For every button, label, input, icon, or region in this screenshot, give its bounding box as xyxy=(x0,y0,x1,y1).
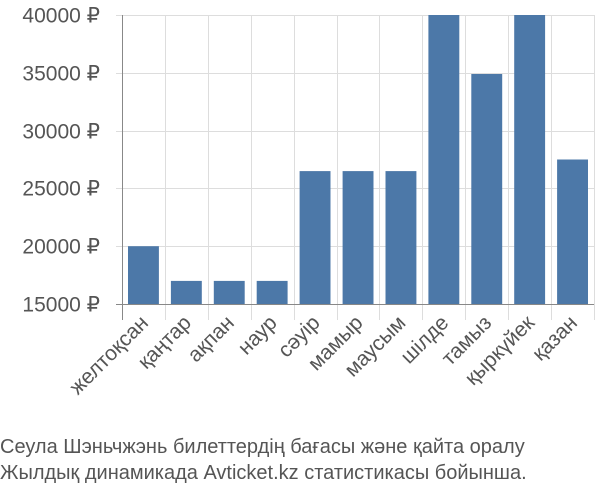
y-tick-label: 15000 ₽ xyxy=(22,294,100,317)
bar-5 xyxy=(342,171,374,304)
x-tick-label: наур xyxy=(234,311,282,359)
bar-8 xyxy=(471,74,503,304)
x-tick-label: қазан xyxy=(528,311,582,365)
y-tick-label: 20000 ₽ xyxy=(22,236,100,259)
x-tick-label: ақпан xyxy=(183,311,239,367)
bar-4 xyxy=(299,171,331,304)
y-tick-labels: 15000 ₽ 20000 ₽ 25000 ₽ 30000 ₽ 35000 ₽ 40000… xyxy=(22,5,100,317)
y-tick-label: 40000 ₽ xyxy=(22,5,100,28)
bar-10 xyxy=(557,159,588,304)
x-tick-labels: желтоқсанқаңтарақпаннаурсәуірмамырмаусым… xyxy=(65,311,582,399)
bar-chart: 15000 ₽ 20000 ₽ 25000 ₽ 30000 ₽ 35000 ₽ 40000… xyxy=(22,5,595,399)
bar-3 xyxy=(256,280,288,304)
bar-9 xyxy=(514,15,546,304)
bar-2 xyxy=(213,280,245,304)
bars xyxy=(128,15,588,304)
y-tick-label: 25000 ₽ xyxy=(22,178,100,201)
bar-1 xyxy=(170,280,202,304)
y-tick-label: 30000 ₽ xyxy=(22,121,100,144)
caption-line-2: Жылдық динамикада Avticket.kz статистика… xyxy=(0,462,527,484)
grid-lines xyxy=(116,15,595,320)
axes xyxy=(116,15,594,320)
bar-6 xyxy=(385,171,417,304)
y-tick-label: 35000 ₽ xyxy=(22,63,100,86)
caption-line-1: Сеула Шэньчжэнь билеттердің бағасы және … xyxy=(0,436,525,458)
bar-7 xyxy=(428,15,460,304)
bar-0 xyxy=(128,246,159,304)
